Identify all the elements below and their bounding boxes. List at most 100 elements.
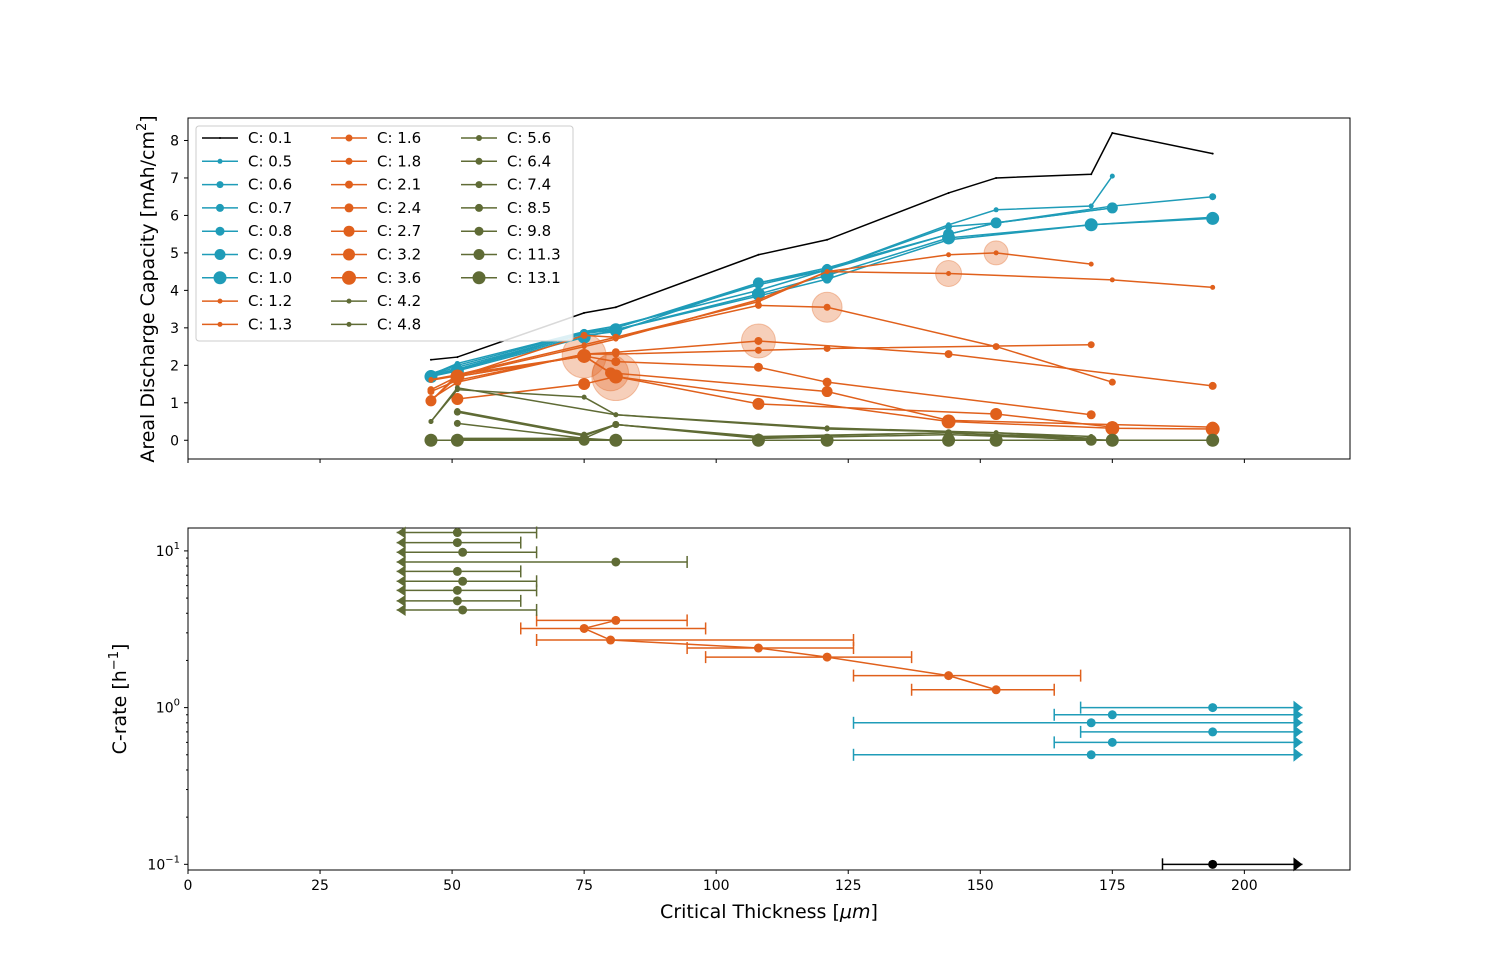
c-rate-x-tick-label: 100 bbox=[703, 878, 730, 894]
data-point bbox=[1106, 202, 1118, 214]
c-rate-errorbar bbox=[1161, 857, 1303, 872]
c-rate-y-axis-label: C-rate [h−1] bbox=[107, 644, 131, 755]
legend-label: C: 5.6 bbox=[507, 129, 551, 147]
data-point bbox=[450, 433, 464, 447]
c-rate-x-tick-label: 200 bbox=[1231, 878, 1258, 894]
legend-item: C: 2.7 bbox=[331, 222, 421, 240]
legend-label: C: 0.7 bbox=[248, 199, 292, 217]
data-point bbox=[754, 346, 762, 354]
c-rate-errorbar bbox=[852, 715, 1303, 730]
data-point bbox=[1088, 261, 1094, 267]
legend-label: C: 9.8 bbox=[507, 222, 551, 240]
c-rate-y-axis-label-end: ] bbox=[109, 644, 131, 651]
data-point bbox=[612, 421, 620, 429]
data-point bbox=[581, 394, 587, 400]
legend-item: C: 0.6 bbox=[202, 176, 292, 194]
c-rate-panel: 10−1 100 101 0 25 50 75 100 125 150 175 200 C-rate… bbox=[107, 526, 1351, 923]
c-rate-point bbox=[822, 652, 832, 662]
errorbar-arrow bbox=[396, 546, 406, 559]
data-point bbox=[428, 419, 434, 425]
data-point bbox=[822, 377, 832, 387]
data-point bbox=[611, 357, 621, 367]
data-point bbox=[752, 397, 765, 410]
data-point bbox=[612, 333, 620, 341]
c-rate-point bbox=[611, 557, 621, 567]
data-point bbox=[823, 344, 831, 352]
data-point bbox=[1088, 203, 1094, 209]
data-point bbox=[1210, 284, 1216, 290]
series-line bbox=[430, 386, 1092, 440]
data-point bbox=[990, 217, 1002, 229]
legend-label: C: 1.6 bbox=[377, 129, 421, 147]
c-rate-errorbars bbox=[396, 526, 1303, 872]
data-point bbox=[824, 426, 830, 432]
data-point bbox=[753, 362, 763, 372]
c-rate-point bbox=[452, 538, 462, 548]
legend-label: C: 1.8 bbox=[377, 152, 421, 170]
c-rate-point bbox=[458, 576, 468, 586]
capacity-y-tick-label: 7 bbox=[170, 171, 179, 187]
legend-marker bbox=[344, 203, 354, 213]
c-rate-errorbar bbox=[396, 555, 688, 568]
data-point bbox=[450, 369, 465, 384]
data-point bbox=[1105, 421, 1120, 436]
data-point bbox=[609, 433, 623, 447]
legend-marker bbox=[217, 158, 223, 164]
c-rate-errorbar bbox=[852, 747, 1303, 762]
legend-item: C: 3.2 bbox=[331, 246, 421, 264]
data-point bbox=[755, 297, 761, 303]
data-point bbox=[1109, 173, 1115, 179]
legend-item: C: 1.3 bbox=[202, 315, 292, 333]
c-rate-x-tick-label: 75 bbox=[575, 878, 593, 894]
legend-label: C: 2.4 bbox=[377, 199, 421, 217]
data-point bbox=[611, 348, 620, 357]
errorbar-arrow bbox=[1293, 724, 1303, 739]
c-rate-errorbar bbox=[686, 642, 855, 655]
data-point bbox=[429, 358, 432, 361]
x-axis-label-mu: μm bbox=[839, 901, 871, 923]
c-rate-x-tick-label: 25 bbox=[311, 878, 329, 894]
legend-marker bbox=[343, 225, 355, 237]
legend-item: C: 0.5 bbox=[202, 152, 292, 170]
legend-item: C: 4.8 bbox=[331, 315, 421, 333]
legend-item: C: 1.2 bbox=[202, 292, 292, 310]
legend-item: C: 9.8 bbox=[461, 222, 551, 240]
legend-marker bbox=[345, 180, 353, 189]
legend-label: C: 0.9 bbox=[248, 246, 292, 264]
series-4-8 bbox=[428, 385, 1094, 441]
legend-label: C: 8.5 bbox=[507, 199, 551, 217]
capacity-y-tick-label: 4 bbox=[170, 283, 179, 299]
legend-label: C: 4.8 bbox=[377, 315, 421, 333]
legend-item: C: 2.1 bbox=[331, 176, 421, 194]
series-line bbox=[430, 304, 1113, 391]
c-rate-point bbox=[458, 605, 468, 615]
c-rate-point bbox=[1107, 710, 1117, 720]
data-point bbox=[993, 250, 999, 256]
data-point bbox=[1208, 381, 1217, 390]
data-point bbox=[821, 386, 833, 398]
legend-item: C: 1.8 bbox=[331, 152, 421, 170]
c-rate-point bbox=[452, 566, 462, 576]
c-rate-y-tick-label: 101 bbox=[156, 541, 180, 560]
legend-marker bbox=[219, 137, 221, 139]
data-point bbox=[1090, 173, 1093, 176]
data-point bbox=[751, 433, 765, 447]
capacity-y-axis-label-main: Areal Discharge Capacity [mAh/cm bbox=[137, 131, 159, 463]
data-point bbox=[1086, 410, 1096, 420]
legend-label: C: 4.2 bbox=[377, 292, 421, 310]
capacity-y-tick-label: 1 bbox=[170, 396, 179, 412]
errorbar-arrow bbox=[396, 565, 406, 578]
legend-label: C: 3.6 bbox=[377, 269, 421, 287]
capacity-series bbox=[424, 131, 1220, 447]
capacity-x-ticks bbox=[187, 459, 1245, 463]
c-rate-errorbar bbox=[396, 546, 538, 559]
errorbar-arrow bbox=[396, 536, 406, 549]
data-point bbox=[580, 331, 588, 339]
data-point bbox=[425, 395, 437, 407]
data-point bbox=[820, 433, 834, 447]
errorbar-arrow bbox=[396, 594, 406, 607]
c-rate-x-tick-label: 150 bbox=[967, 878, 994, 894]
data-point bbox=[990, 408, 1003, 421]
legend-label: C: 0.1 bbox=[248, 129, 292, 147]
data-point bbox=[453, 408, 461, 416]
